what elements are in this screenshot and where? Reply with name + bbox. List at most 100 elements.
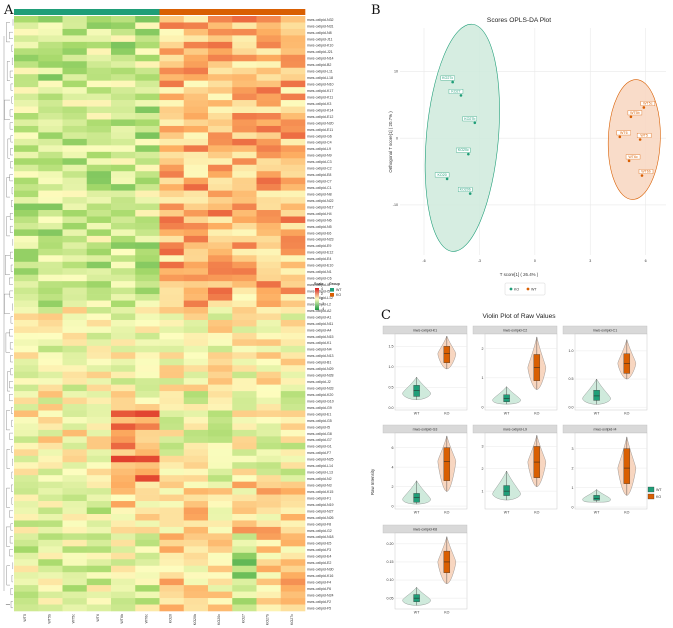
row-label: mws-oxlipid-F2: [307, 600, 331, 604]
heat-cell: [280, 54, 306, 62]
heat-cell: [14, 585, 39, 592]
heat-cell: [208, 365, 233, 373]
heat-cell: [208, 125, 233, 133]
heat-cell: [183, 132, 209, 140]
heat-cell: [111, 552, 136, 560]
heat-cell: [208, 546, 233, 554]
heat-cell: [232, 378, 257, 385]
heat-cell: [232, 119, 257, 127]
heat-cell: [86, 378, 112, 385]
heat-cell: [183, 604, 209, 612]
facet-ytick-label: 0.0: [569, 405, 574, 409]
facet-xtick-label: WT: [414, 611, 420, 615]
heat-cell: [62, 501, 88, 508]
opls-xtick-label: 3: [589, 259, 591, 263]
column-label: KO27: [241, 614, 245, 623]
heat-cell: [86, 384, 112, 392]
row-label: mws-oxlipid-E11: [307, 128, 333, 132]
heat-cell: [14, 410, 39, 418]
heat-cell: [232, 345, 257, 353]
heat-cell: [208, 371, 233, 379]
heat-cell: [232, 28, 257, 36]
row-label: mws-oxlipid-E5: [307, 542, 331, 546]
heat-cell: [14, 67, 39, 75]
heat-cell: [38, 352, 63, 360]
heat-cell: [280, 436, 306, 444]
heat-cell: [14, 113, 39, 120]
heat-cell: [14, 313, 39, 321]
facet-ytick-label: 2: [482, 347, 484, 351]
heat-cell: [86, 513, 112, 521]
heat-cell: [256, 481, 282, 489]
heat-cell: [135, 281, 160, 288]
heat-cell: [135, 261, 160, 269]
row-label: mws-oxlipid-E6: [307, 231, 331, 235]
heat-cell: [280, 488, 306, 495]
heat-cell: [38, 171, 63, 178]
heat-cell: [135, 242, 160, 250]
heat-cell: [111, 177, 136, 185]
heat-cell: [86, 449, 112, 457]
heat-cell: [135, 598, 160, 605]
row-label: mws-oxlipid-F8: [307, 522, 331, 526]
heat-cell: [208, 591, 233, 599]
heat-cell: [14, 294, 39, 301]
facet-ytick-label: 0: [572, 505, 574, 509]
heat-cell: [14, 171, 39, 178]
heat-cell: [38, 281, 63, 288]
heat-cell: [38, 423, 63, 431]
heat-cell: [38, 138, 63, 146]
heat-cell: [38, 526, 63, 534]
facet-ytick-label: 0.5: [389, 386, 394, 390]
heat-cell: [280, 158, 306, 166]
heat-cell: [111, 197, 136, 204]
heat-cell: [208, 132, 233, 140]
score-point: [638, 138, 642, 141]
row-label: mws-oxlipid-E8: [307, 173, 331, 177]
heat-cell: [38, 216, 63, 224]
heat-cell: [208, 559, 233, 567]
opls-legend-label: KO: [514, 287, 519, 291]
heat-cell: [280, 106, 306, 114]
row-label: mws-oxlipid-N14: [307, 57, 334, 61]
heat-cell: [159, 339, 185, 347]
heat-cell: [159, 67, 185, 75]
heat-cell: [280, 138, 306, 146]
facet-title: mws-oxlipid-L9: [503, 428, 527, 432]
heat-cell: [111, 132, 136, 140]
heat-cell: [62, 416, 88, 424]
heat-cell: [183, 190, 209, 198]
heat-cell: [159, 468, 185, 476]
row-label: mws-oxlipid-G10: [307, 399, 334, 403]
heat-cell: [159, 74, 185, 81]
heat-cell: [111, 216, 136, 224]
heat-cell: [86, 397, 112, 405]
dendrogram-branch: [4, 99, 10, 120]
heat-cell: [111, 145, 136, 153]
heat-cell: [232, 151, 257, 159]
dendrogram-branch: [11, 445, 13, 453]
heat-cell: [256, 533, 282, 541]
opls-xtick-label: 0: [534, 259, 536, 263]
heat-cell: [86, 572, 112, 579]
heat-cell: [111, 16, 136, 23]
point-label-box: [616, 130, 631, 136]
heat-cell: [135, 287, 160, 295]
heat-cell: [183, 559, 209, 567]
heat-cell: [86, 371, 112, 379]
heat-cell: [38, 565, 63, 573]
heat-cell: [208, 35, 233, 43]
score-point: [640, 174, 644, 177]
dendrogram-branch: [7, 371, 10, 392]
heat-cell: [111, 397, 136, 405]
heat-cell: [256, 494, 282, 502]
row-label: mws-oxlipid-N32: [307, 18, 334, 22]
column-labels: WT5 WT5b WT5c WT6 WT6b WT6c KO20 KO20b KO20c KO27…: [23, 614, 294, 625]
heat-cell: [14, 61, 39, 69]
heat-cell: [62, 190, 88, 198]
heat-cell: [14, 235, 39, 243]
heat-cell: [62, 565, 88, 573]
heat-cell: [232, 268, 257, 275]
heat-cell: [159, 54, 185, 62]
heat-cell: [256, 410, 282, 418]
